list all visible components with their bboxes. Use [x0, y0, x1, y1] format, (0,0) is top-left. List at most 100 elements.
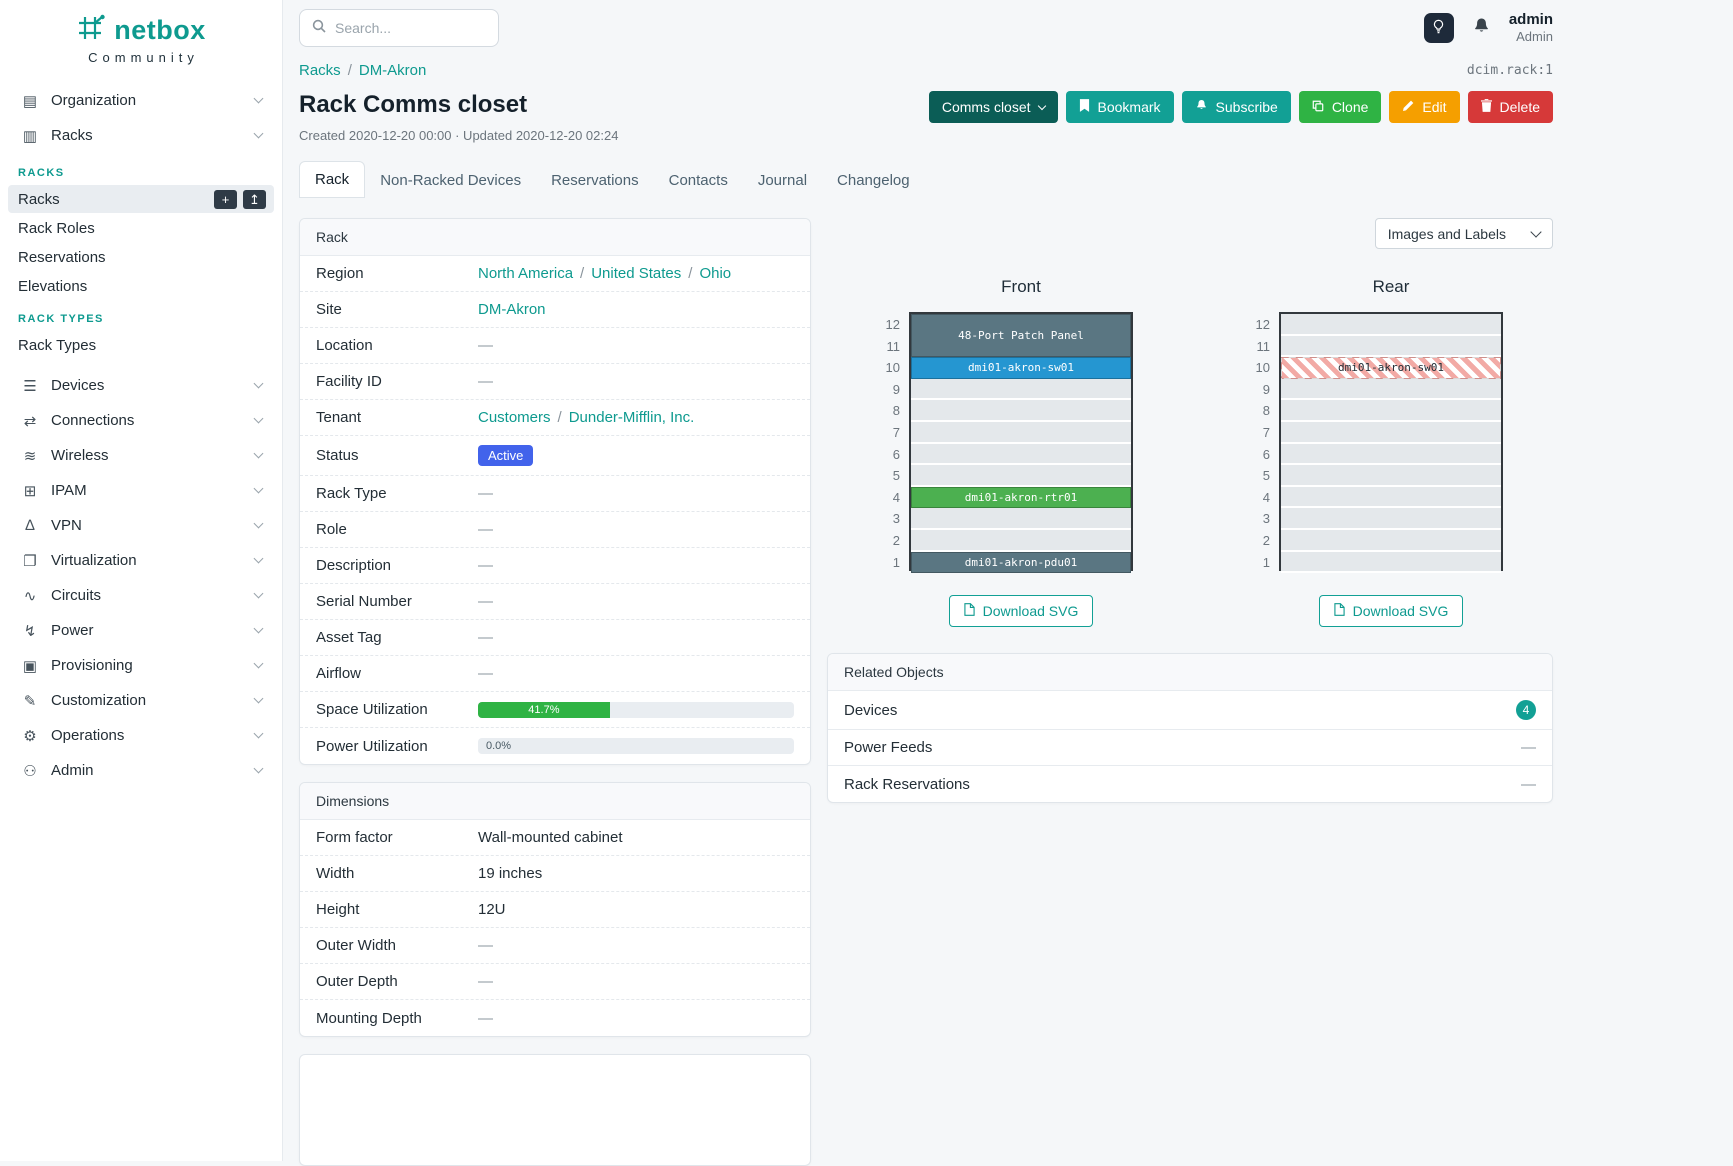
theme-toggle-button[interactable]: [1423, 13, 1454, 43]
sidebar-item-organization[interactable]: ▤ Organization: [8, 83, 274, 118]
rack-unit-slot[interactable]: [911, 529, 1131, 552]
chevron-down-icon: [253, 518, 264, 529]
tenant-group-link[interactable]: Customers: [478, 409, 551, 426]
sidebar-item-vpn[interactable]: ∆ VPN: [8, 508, 274, 543]
related-row-rack-reservations[interactable]: Rack Reservations —: [844, 775, 1536, 793]
sidebar-item-racks-list[interactable]: Racks + ↥: [8, 185, 274, 213]
rack-unit-slot[interactable]: [1281, 551, 1501, 574]
field-row-height: Height 12U: [300, 892, 810, 928]
rack-unit-slot[interactable]: [1281, 529, 1501, 552]
rack-unit-slot[interactable]: [911, 400, 1131, 422]
chevron-down-icon: [253, 588, 264, 599]
chevron-down-icon: [253, 658, 264, 669]
tenant-link[interactable]: Dunder-Mifflin, Inc.: [568, 409, 695, 426]
device-pdu[interactable]: dmi01-akron-pdu01: [911, 551, 1131, 574]
rack-unit-slot[interactable]: [911, 508, 1131, 530]
search-box[interactable]: [299, 9, 499, 47]
racks-icon: ▥: [22, 127, 38, 145]
rack-unit-slot[interactable]: [911, 465, 1131, 487]
rack-panel: Rack Region North America / United States /…: [299, 218, 811, 765]
sidebar-item-elevations[interactable]: Elevations: [18, 277, 88, 295]
rack-unit-slot[interactable]: [911, 421, 1131, 444]
import-racks-button[interactable]: ↥: [243, 189, 266, 209]
tab-journal[interactable]: Journal: [757, 172, 808, 189]
created-updated-meta: Created 2020-12-20 00:00 · Updated 2020-…: [299, 128, 619, 143]
rack-unit-slot[interactable]: [1281, 400, 1501, 422]
sidebar-item-label: Racks: [51, 127, 93, 144]
rack-unit-slot[interactable]: [1281, 465, 1501, 487]
sidebar-item-rack-types[interactable]: Rack Types: [18, 336, 97, 354]
tab-reservations[interactable]: Reservations: [551, 172, 639, 189]
delete-button[interactable]: Delete: [1467, 91, 1553, 123]
chevron-down-icon: [253, 448, 264, 459]
sidebar-item-virtualization[interactable]: ❐ Virtualization: [8, 543, 274, 578]
subscribe-button[interactable]: Subscribe: [1181, 91, 1291, 123]
rack-unit-slot[interactable]: [1281, 335, 1501, 358]
sidebar-item-devices[interactable]: ☰ Devices: [8, 368, 274, 403]
breadcrumb-racks-link[interactable]: Racks: [299, 62, 341, 79]
user-name: admin: [1508, 10, 1553, 28]
ipam-icon: ⊞: [23, 482, 37, 500]
sidebar-item-operations[interactable]: ⚙ Operations: [8, 718, 274, 753]
device-router[interactable]: dmi01-akron-rtr01: [911, 486, 1131, 509]
sidebar-item-provisioning[interactable]: ▣ Provisioning: [8, 648, 274, 683]
vpn-icon: ∆: [25, 517, 35, 534]
tab-contacts[interactable]: Contacts: [668, 172, 728, 189]
clone-button[interactable]: Clone: [1298, 91, 1382, 123]
add-rack-button[interactable]: +: [214, 189, 237, 209]
rear-elevation: Rear 12 11 10 9 8 7 6 5 4 3: [1247, 277, 1503, 628]
page-title: Rack Comms closet: [299, 91, 528, 118]
sidebar-item-connections[interactable]: ⇄ Connections: [8, 403, 274, 438]
breadcrumb-site-link[interactable]: DM-Akron: [358, 62, 427, 79]
devices-icon: ☰: [23, 377, 37, 395]
edit-button[interactable]: Edit: [1389, 91, 1460, 123]
rack-unit-slot[interactable]: [911, 378, 1131, 401]
chevron-down-icon: [253, 128, 264, 139]
region-link[interactable]: North America: [478, 265, 574, 282]
field-row-role: Role —: [300, 512, 810, 548]
rack-unit-slot[interactable]: [1281, 378, 1501, 401]
front-unit-numbers: 12 11 10 9 8 7 6 5 4 3 2 1: [885, 317, 900, 570]
images-labels-select[interactable]: Images and Labels: [1374, 218, 1553, 249]
related-row-power-feeds[interactable]: Power Feeds —: [828, 730, 1552, 767]
context-dropdown-button[interactable]: Comms closet: [928, 91, 1058, 123]
rack-unit-slot[interactable]: [911, 443, 1131, 466]
related-objects-panel: Related Objects Devices 4 Power Feeds — …: [827, 653, 1553, 804]
dimensions-panel-title: Dimensions: [300, 783, 810, 820]
related-row-devices[interactable]: Devices 4: [828, 691, 1552, 731]
download-svg-rear-button[interactable]: Download SVG: [1318, 595, 1464, 628]
sidebar-item-ipam[interactable]: ⊞ IPAM: [8, 473, 274, 508]
sidebar-item-racks[interactable]: ▥ Racks: [8, 118, 274, 153]
rack-unit-slot[interactable]: [1281, 314, 1501, 336]
tab-changelog[interactable]: Changelog: [837, 172, 910, 189]
sidebar-item-power[interactable]: ↯ Power: [8, 613, 274, 648]
bookmark-button[interactable]: Bookmark: [1065, 91, 1174, 123]
rack-unit-slot[interactable]: [1281, 421, 1501, 444]
field-row-airflow: Airflow —: [300, 656, 810, 692]
device-patch-panel[interactable]: 48-Port Patch Panel: [911, 314, 1131, 358]
sidebar-item-wireless[interactable]: ≋ Wireless: [8, 438, 274, 473]
device-switch-rear-occupied[interactable]: dmi01-akron-sw01: [1281, 357, 1501, 379]
rack-unit-slot[interactable]: [1281, 486, 1501, 509]
search-input[interactable]: [335, 20, 486, 36]
sidebar-item-circuits[interactable]: ∿ Circuits: [8, 578, 274, 613]
region-link[interactable]: United States: [591, 265, 682, 282]
site-link[interactable]: DM-Akron: [478, 301, 546, 318]
sidebar-item-reservations[interactable]: Reservations: [18, 248, 106, 266]
tab-rack[interactable]: Rack: [299, 161, 366, 198]
file-download-icon: [1334, 603, 1345, 619]
rack-unit-slot[interactable]: [1281, 508, 1501, 530]
sidebar-item-admin[interactable]: ⚇ Admin: [8, 753, 274, 788]
bell-plus-icon: [1195, 99, 1208, 115]
download-svg-front-button[interactable]: Download SVG: [948, 595, 1094, 628]
sidebar-item-customization[interactable]: ✎ Customization: [8, 683, 274, 718]
sidebar-item-rack-roles[interactable]: Rack Roles: [18, 219, 95, 237]
device-switch[interactable]: dmi01-akron-sw01: [911, 357, 1131, 379]
tab-non-racked-devices[interactable]: Non-Racked Devices: [380, 172, 522, 189]
region-link[interactable]: Ohio: [699, 265, 732, 282]
user-menu[interactable]: admin Admin: [1509, 11, 1553, 46]
rack-unit-slot[interactable]: [1281, 443, 1501, 466]
breadcrumb: Racks / DM-Akron: [299, 62, 427, 79]
netbox-logo[interactable]: netbox Community: [0, 0, 282, 69]
notifications-button[interactable]: [1472, 17, 1491, 39]
